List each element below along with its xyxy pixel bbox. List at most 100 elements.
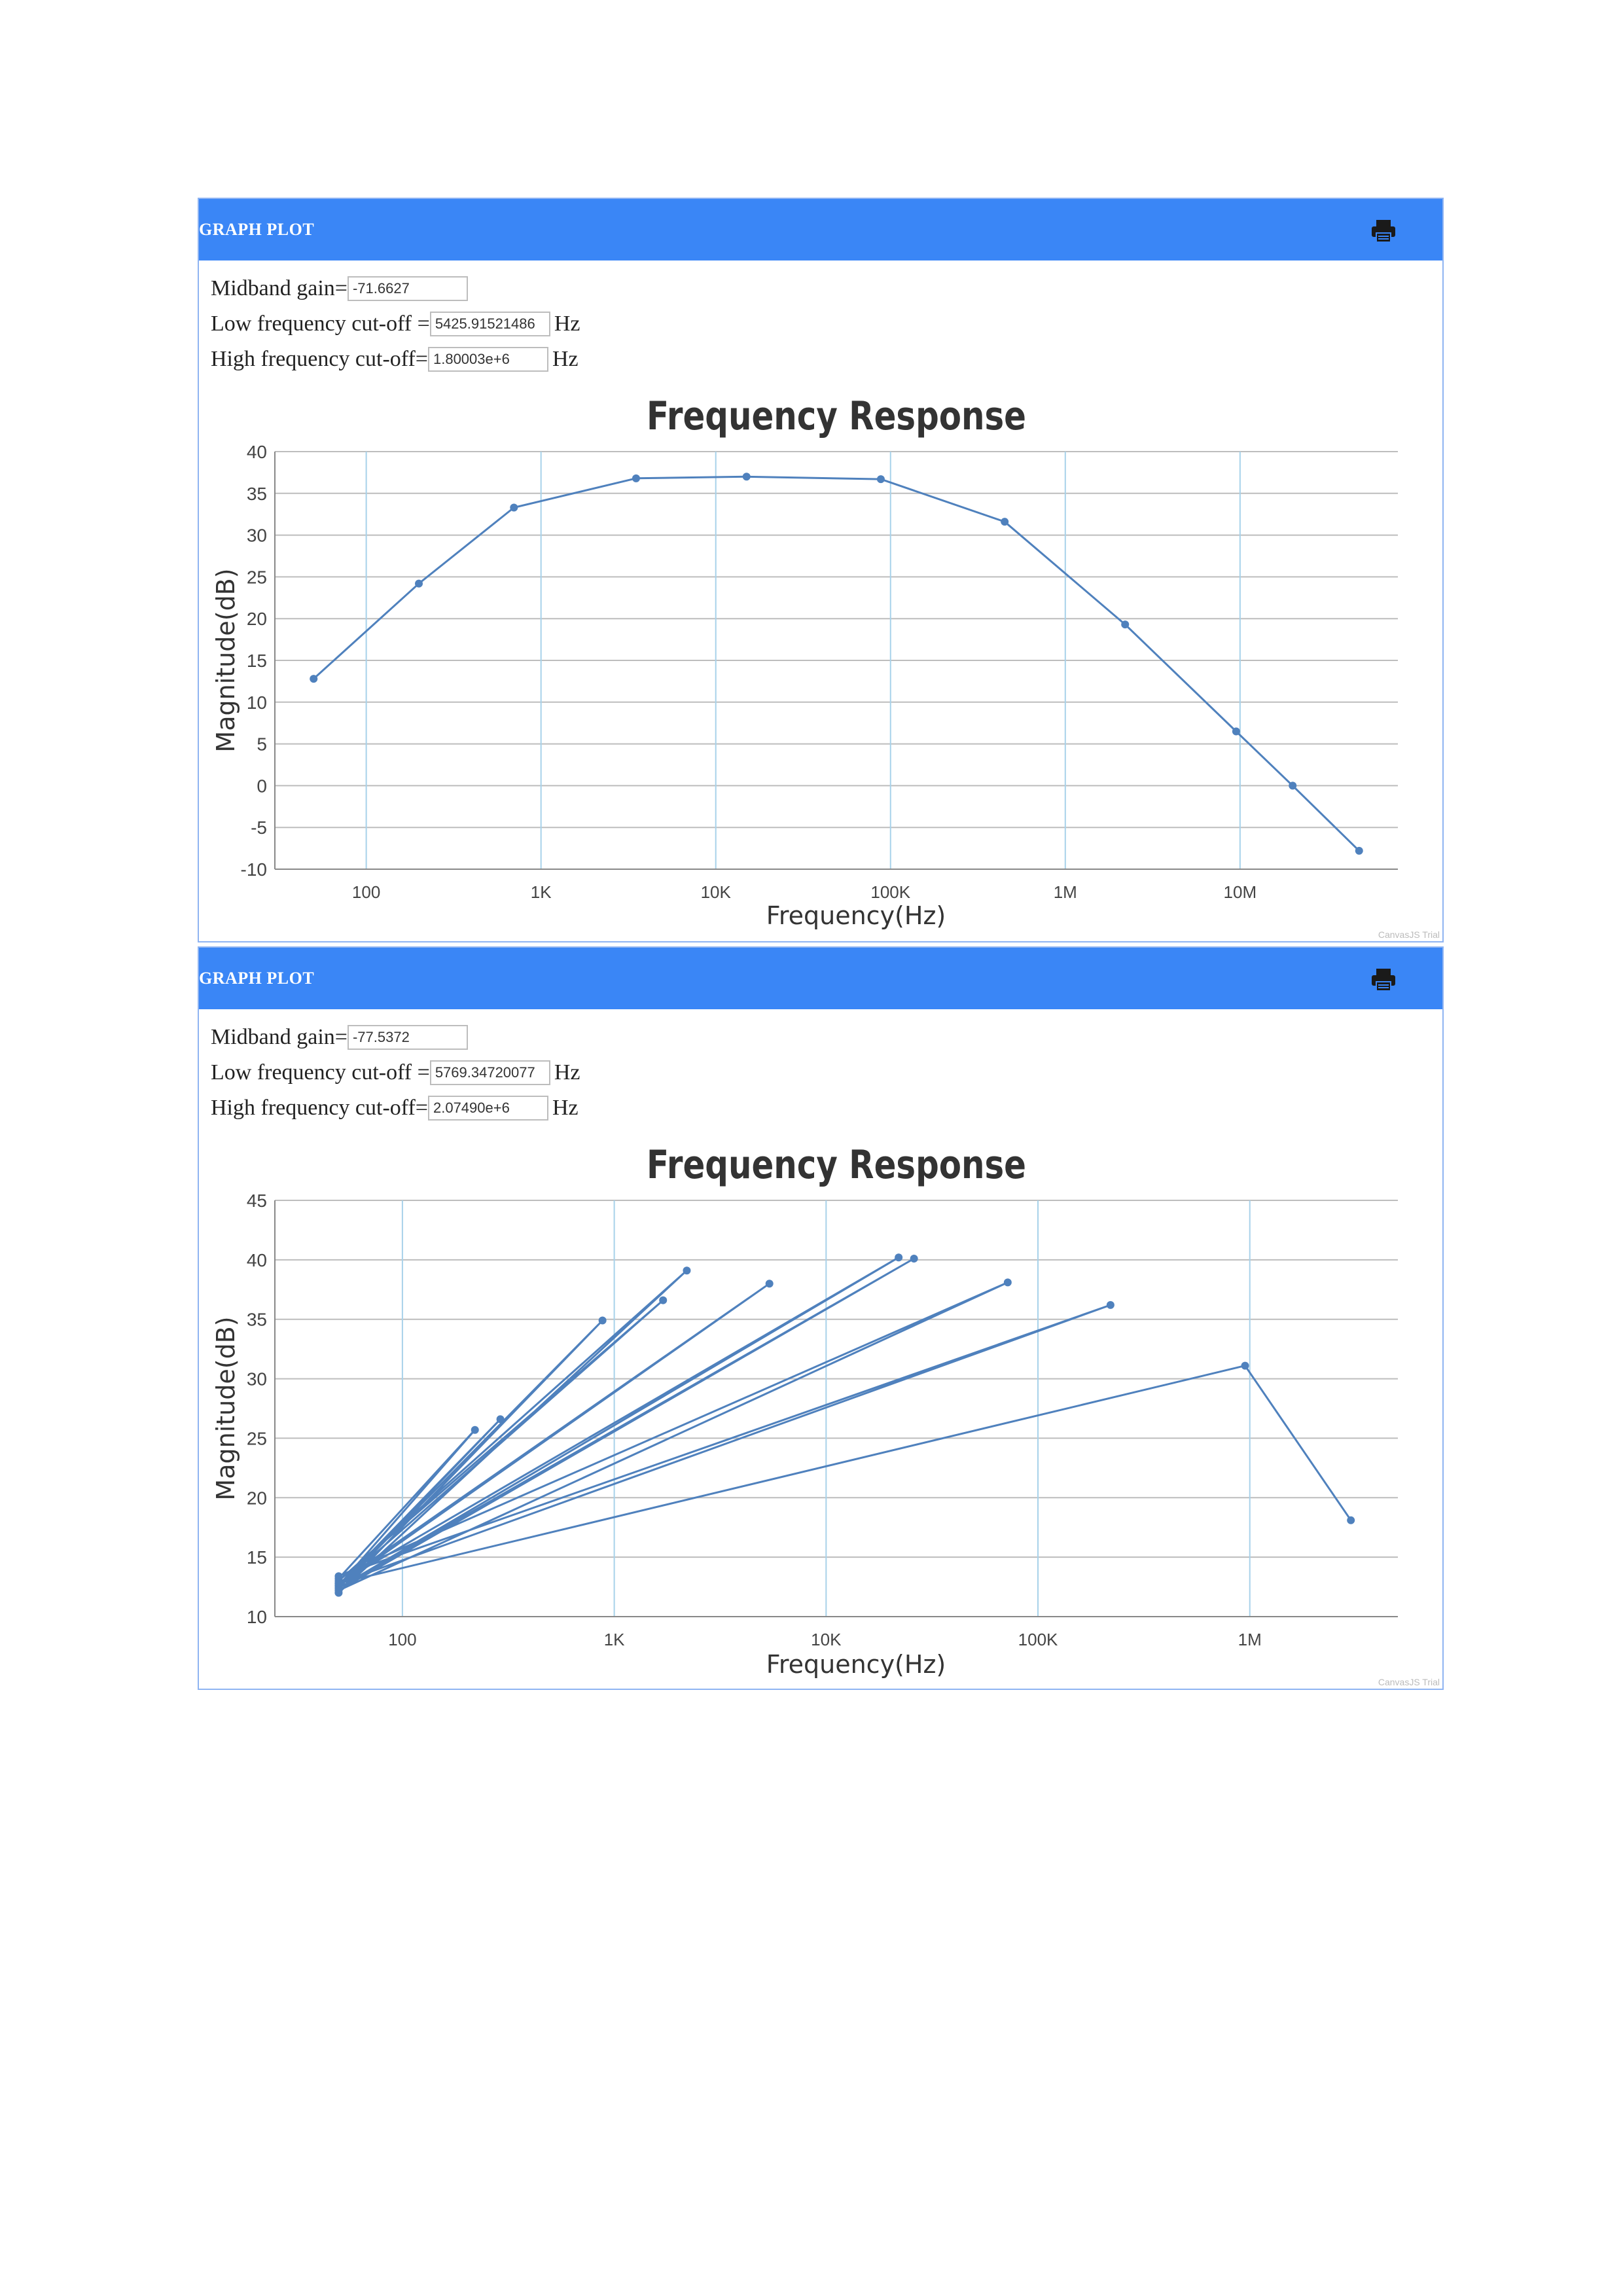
series-line	[313, 475, 1360, 852]
data-point	[876, 475, 885, 484]
y-tick-label: 30	[247, 1369, 267, 1390]
data-point	[1001, 518, 1009, 526]
printer-icon[interactable]	[1370, 219, 1397, 243]
x-tick-label: 100K	[870, 882, 910, 902]
y-tick-label: 10	[247, 692, 267, 713]
midband-row: Midband gain= -71.6627	[211, 271, 580, 306]
data-point	[1232, 727, 1240, 736]
panel-title: GRAPH PLOT	[199, 969, 315, 988]
y-axis-label: Magnitude(dB)	[211, 568, 240, 752]
high-cutoff-label: High frequency cut-off=	[211, 1096, 428, 1120]
x-tick-label: 1M	[1238, 1630, 1262, 1649]
data-point	[742, 473, 751, 481]
parameters-form: Midband gain= -77.5372 Low frequency cut…	[211, 1020, 580, 1126]
low-cutoff-field[interactable]: 5769.34720077	[429, 1060, 550, 1085]
x-tick-label: 10K	[701, 882, 732, 902]
data-point	[1289, 781, 1297, 790]
data-point	[683, 1266, 691, 1275]
data-point	[510, 503, 518, 512]
high-cutoff-field[interactable]: 2.07490e+6	[427, 1096, 548, 1121]
graph-panel-2: GRAPH PLOT Midband gain= -77.5372 Low fr…	[198, 946, 1444, 1690]
high-cutoff-field[interactable]: 1.80003e+6	[427, 347, 548, 372]
low-cutoff-row: Low frequency cut-off = 5769.34720077 Hz	[211, 1055, 580, 1090]
y-tick-label: 35	[247, 484, 267, 504]
low-cutoff-label: Low frequency cut-off =	[211, 1060, 430, 1085]
midband-row: Midband gain= -77.5372	[211, 1020, 580, 1055]
printer-icon[interactable]	[1370, 967, 1397, 992]
data-point	[910, 1255, 918, 1263]
low-cutoff-field[interactable]: 5425.91521486	[429, 312, 550, 336]
y-tick-label: -10	[241, 859, 267, 880]
x-axis-label: Frequency(Hz)	[766, 901, 946, 930]
midband-label: Midband gain=	[211, 1025, 348, 1049]
data-point	[659, 1296, 668, 1304]
data-point	[334, 1587, 343, 1595]
high-cutoff-row: High frequency cut-off= 1.80003e+6 Hz	[211, 342, 580, 377]
panel-header: GRAPH PLOT	[199, 948, 1442, 1009]
frequency-response-chart-1: Frequency Response -10 -5 0 5 10 15 20 25 30 35 40 1…	[211, 393, 1398, 930]
x-axis-label: Frequency(Hz)	[766, 1650, 946, 1679]
y-tick-label: 15	[247, 651, 267, 671]
x-tick-label: 100	[388, 1630, 416, 1649]
data-point	[334, 1579, 343, 1588]
panel-title: GRAPH PLOT	[199, 220, 315, 239]
data-point	[471, 1426, 479, 1434]
x-tick-label: 10M	[1224, 882, 1257, 902]
high-cutoff-label: High frequency cut-off=	[211, 347, 428, 371]
graph-panel-1: GRAPH PLOT Midband gain= -71.6627 Low fr…	[198, 198, 1444, 942]
data-point	[415, 579, 423, 588]
data-point	[1355, 846, 1363, 855]
x-tick-label: 1M	[1054, 882, 1077, 902]
data-point	[895, 1253, 903, 1262]
x-tick-label: 10K	[811, 1630, 842, 1649]
y-tick-label: 20	[247, 609, 267, 629]
high-cutoff-unit: Hz	[552, 347, 579, 371]
data-point	[1003, 1278, 1012, 1287]
chart-title: Frequency Response	[647, 393, 1026, 439]
data-point	[1347, 1516, 1355, 1524]
y-tick-label: 30	[247, 526, 267, 546]
x-tick-label: 100K	[1018, 1630, 1058, 1649]
y-tick-label: -5	[251, 817, 267, 838]
watermark: CanvasJS Trial	[1378, 1677, 1440, 1687]
data-point	[598, 1316, 607, 1325]
high-cutoff-row: High frequency cut-off= 2.07490e+6 Hz	[211, 1090, 580, 1126]
data-point	[765, 1280, 774, 1288]
y-tick-label: 15	[247, 1547, 267, 1568]
y-tick-label: 0	[257, 776, 267, 796]
chart-title: Frequency Response	[647, 1142, 1026, 1188]
frequency-response-chart-2: Frequency Response 10 15 20 25 30 35 40 45 100 1K 1…	[211, 1142, 1398, 1679]
midband-label: Midband gain=	[211, 276, 348, 300]
y-tick-label: 45	[247, 1191, 267, 1211]
low-cutoff-unit: Hz	[554, 312, 580, 336]
data-point	[1106, 1300, 1115, 1309]
low-cutoff-row: Low frequency cut-off = 5425.91521486 Hz	[211, 306, 580, 342]
y-tick-label: 25	[247, 1428, 267, 1448]
series-line	[337, 1256, 1352, 1594]
data-point	[334, 1572, 343, 1581]
midband-gain-field[interactable]: -71.6627	[347, 276, 468, 301]
parameters-form: Midband gain= -71.6627 Low frequency cut…	[211, 271, 580, 377]
low-cutoff-label: Low frequency cut-off =	[211, 312, 430, 336]
y-tick-label: 35	[247, 1310, 267, 1330]
data-point	[1121, 620, 1130, 629]
high-cutoff-unit: Hz	[552, 1096, 579, 1120]
midband-gain-field[interactable]: -77.5372	[347, 1025, 468, 1050]
x-tick-label: 100	[352, 882, 380, 902]
panel-header: GRAPH PLOT	[199, 199, 1442, 260]
y-tick-label: 10	[247, 1607, 267, 1627]
x-tick-label: 1K	[604, 1630, 625, 1649]
data-point	[632, 474, 640, 482]
data-point	[310, 675, 318, 683]
y-tick-label: 20	[247, 1488, 267, 1508]
x-tick-label: 1K	[531, 882, 552, 902]
data-point	[1241, 1361, 1249, 1370]
y-axis-label: Magnitude(dB)	[211, 1316, 240, 1500]
y-tick-label: 5	[257, 734, 267, 755]
watermark: CanvasJS Trial	[1378, 929, 1440, 940]
data-point	[496, 1415, 505, 1424]
low-cutoff-unit: Hz	[554, 1060, 580, 1085]
y-tick-label: 40	[247, 1250, 267, 1270]
y-tick-label: 25	[247, 567, 267, 587]
y-tick-label: 40	[247, 442, 267, 462]
